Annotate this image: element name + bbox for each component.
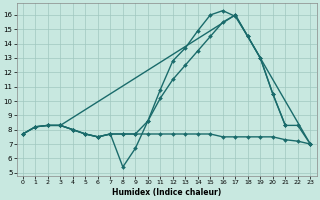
X-axis label: Humidex (Indice chaleur): Humidex (Indice chaleur): [112, 188, 221, 197]
